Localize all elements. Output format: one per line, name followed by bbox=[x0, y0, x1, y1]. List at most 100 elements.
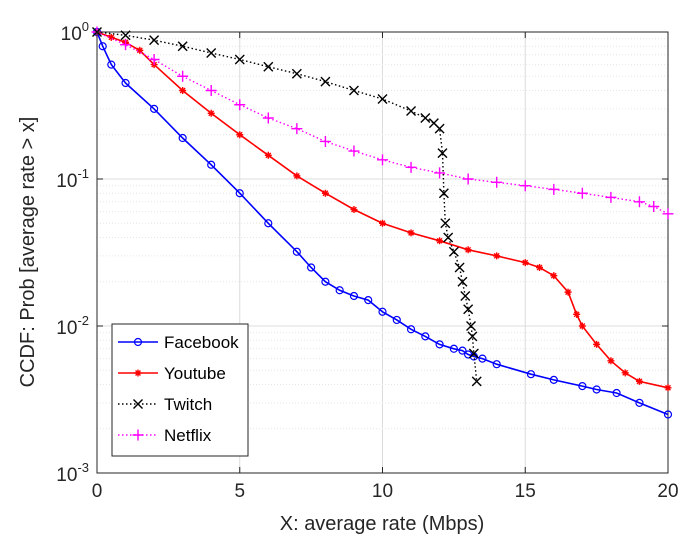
point-netflix-4 bbox=[205, 84, 217, 96]
series-facebook bbox=[92, 27, 673, 419]
point-twitch-2 bbox=[149, 35, 160, 46]
point-facebook-31 bbox=[635, 398, 644, 407]
point-facebook-14 bbox=[364, 296, 373, 305]
point-youtube-13 bbox=[407, 229, 415, 237]
point-facebook-3 bbox=[121, 78, 130, 88]
point-twitch-27 bbox=[471, 376, 482, 387]
point-netflix-1 bbox=[120, 39, 132, 51]
x-tick-label-3: 15 bbox=[515, 481, 536, 502]
point-facebook-6 bbox=[207, 160, 216, 169]
point-facebook-16 bbox=[392, 315, 401, 325]
point-youtube-14 bbox=[436, 237, 444, 245]
point-facebook-26 bbox=[526, 370, 536, 379]
point-twitch-5 bbox=[234, 54, 245, 65]
point-netflix-15 bbox=[519, 180, 531, 192]
point-youtube-26 bbox=[635, 377, 643, 385]
legend-marker-youtube bbox=[134, 369, 142, 377]
point-netflix-17 bbox=[576, 187, 588, 199]
point-youtube-27 bbox=[664, 384, 672, 392]
point-twitch-14 bbox=[434, 123, 445, 134]
point-twitch-19 bbox=[448, 246, 459, 257]
point-youtube-3 bbox=[136, 46, 144, 54]
point-facebook-24 bbox=[478, 354, 487, 363]
point-youtube-23 bbox=[593, 340, 601, 348]
point-netflix-9 bbox=[348, 145, 360, 157]
point-youtube-18 bbox=[536, 264, 544, 272]
point-netflix-18 bbox=[605, 191, 617, 203]
point-netflix-10 bbox=[377, 154, 388, 166]
y-tick-label-2: 10-1 bbox=[56, 166, 89, 192]
point-netflix-16 bbox=[548, 183, 560, 195]
point-netflix-7 bbox=[291, 123, 303, 135]
point-facebook-9 bbox=[292, 247, 301, 256]
point-twitch-17 bbox=[440, 218, 451, 229]
x-tick-label-4: 20 bbox=[657, 481, 678, 502]
legend-box bbox=[111, 323, 249, 457]
point-netflix-12 bbox=[434, 167, 446, 179]
legend: Facebook Youtube Twitch Netflix bbox=[111, 323, 249, 457]
point-facebook-21 bbox=[458, 346, 467, 355]
point-twitch-25 bbox=[467, 331, 478, 342]
point-twitch-16 bbox=[438, 188, 449, 199]
point-youtube-19 bbox=[550, 272, 558, 280]
legend-marker-twitch bbox=[133, 399, 143, 409]
point-twitch-12 bbox=[420, 113, 431, 123]
x-axis-label: X: average rate (Mbps) bbox=[280, 513, 485, 535]
point-youtube-6 bbox=[207, 109, 215, 117]
point-facebook-2 bbox=[107, 60, 116, 69]
point-youtube-5 bbox=[179, 86, 187, 94]
point-twitch-24 bbox=[466, 321, 476, 331]
series-line-netflix bbox=[96, 31, 669, 215]
point-youtube-11 bbox=[350, 206, 358, 214]
x-axis: 0 5 10 15 20 bbox=[92, 32, 679, 502]
point-twitch-10 bbox=[377, 94, 388, 105]
point-netflix-3 bbox=[177, 70, 189, 82]
point-youtube-17 bbox=[521, 259, 529, 267]
point-facebook-27 bbox=[549, 375, 558, 384]
point-youtube-22 bbox=[578, 322, 586, 330]
point-facebook-18 bbox=[421, 332, 430, 341]
point-facebook-10 bbox=[307, 263, 316, 272]
point-twitch-7 bbox=[291, 68, 302, 79]
point-youtube-9 bbox=[293, 172, 301, 180]
point-twitch-18 bbox=[443, 232, 454, 243]
point-facebook-20 bbox=[449, 344, 458, 353]
point-twitch-8 bbox=[320, 76, 331, 87]
point-facebook-30 bbox=[612, 388, 621, 398]
point-twitch-15 bbox=[437, 148, 448, 159]
y-axis-label: CCDF: Prob [average rate > x] bbox=[17, 117, 39, 388]
x-tick-label-2: 10 bbox=[372, 481, 393, 502]
point-facebook-7 bbox=[235, 189, 244, 198]
legend-item-netflix: Netflix bbox=[118, 426, 212, 445]
legend-label-twitch: Twitch bbox=[164, 395, 212, 414]
legend-marker-facebook bbox=[133, 337, 143, 347]
point-facebook-25 bbox=[492, 360, 501, 369]
point-youtube-21 bbox=[573, 310, 581, 318]
point-facebook-13 bbox=[349, 291, 359, 301]
point-twitch-23 bbox=[463, 304, 474, 315]
point-facebook-17 bbox=[406, 325, 416, 334]
point-facebook-28 bbox=[578, 382, 587, 391]
point-youtube-25 bbox=[621, 369, 629, 377]
point-facebook-11 bbox=[321, 277, 330, 286]
legend-marker-netflix bbox=[132, 429, 144, 441]
point-twitch-6 bbox=[263, 61, 274, 72]
point-facebook-32 bbox=[663, 410, 673, 419]
y-tick-label-0: 10-3 bbox=[56, 460, 89, 486]
y-axis: 10-3 10-2 10-1 100 bbox=[56, 19, 668, 486]
legend-label-facebook: Facebook bbox=[164, 333, 239, 352]
point-youtube-12 bbox=[379, 219, 386, 227]
point-youtube-16 bbox=[493, 252, 501, 260]
point-youtube-15 bbox=[464, 246, 472, 254]
legend-label-netflix: Netflix bbox=[164, 426, 212, 445]
y-tick-label-3: 100 bbox=[61, 19, 89, 45]
point-youtube-1 bbox=[107, 33, 115, 41]
point-twitch-3 bbox=[177, 41, 188, 52]
y-tick-label-1: 10-2 bbox=[56, 313, 89, 339]
point-netflix-2 bbox=[148, 54, 160, 66]
series-line-youtube bbox=[96, 31, 669, 389]
series-layer bbox=[91, 26, 674, 419]
point-twitch-21 bbox=[457, 276, 468, 287]
point-facebook-1 bbox=[98, 42, 107, 51]
